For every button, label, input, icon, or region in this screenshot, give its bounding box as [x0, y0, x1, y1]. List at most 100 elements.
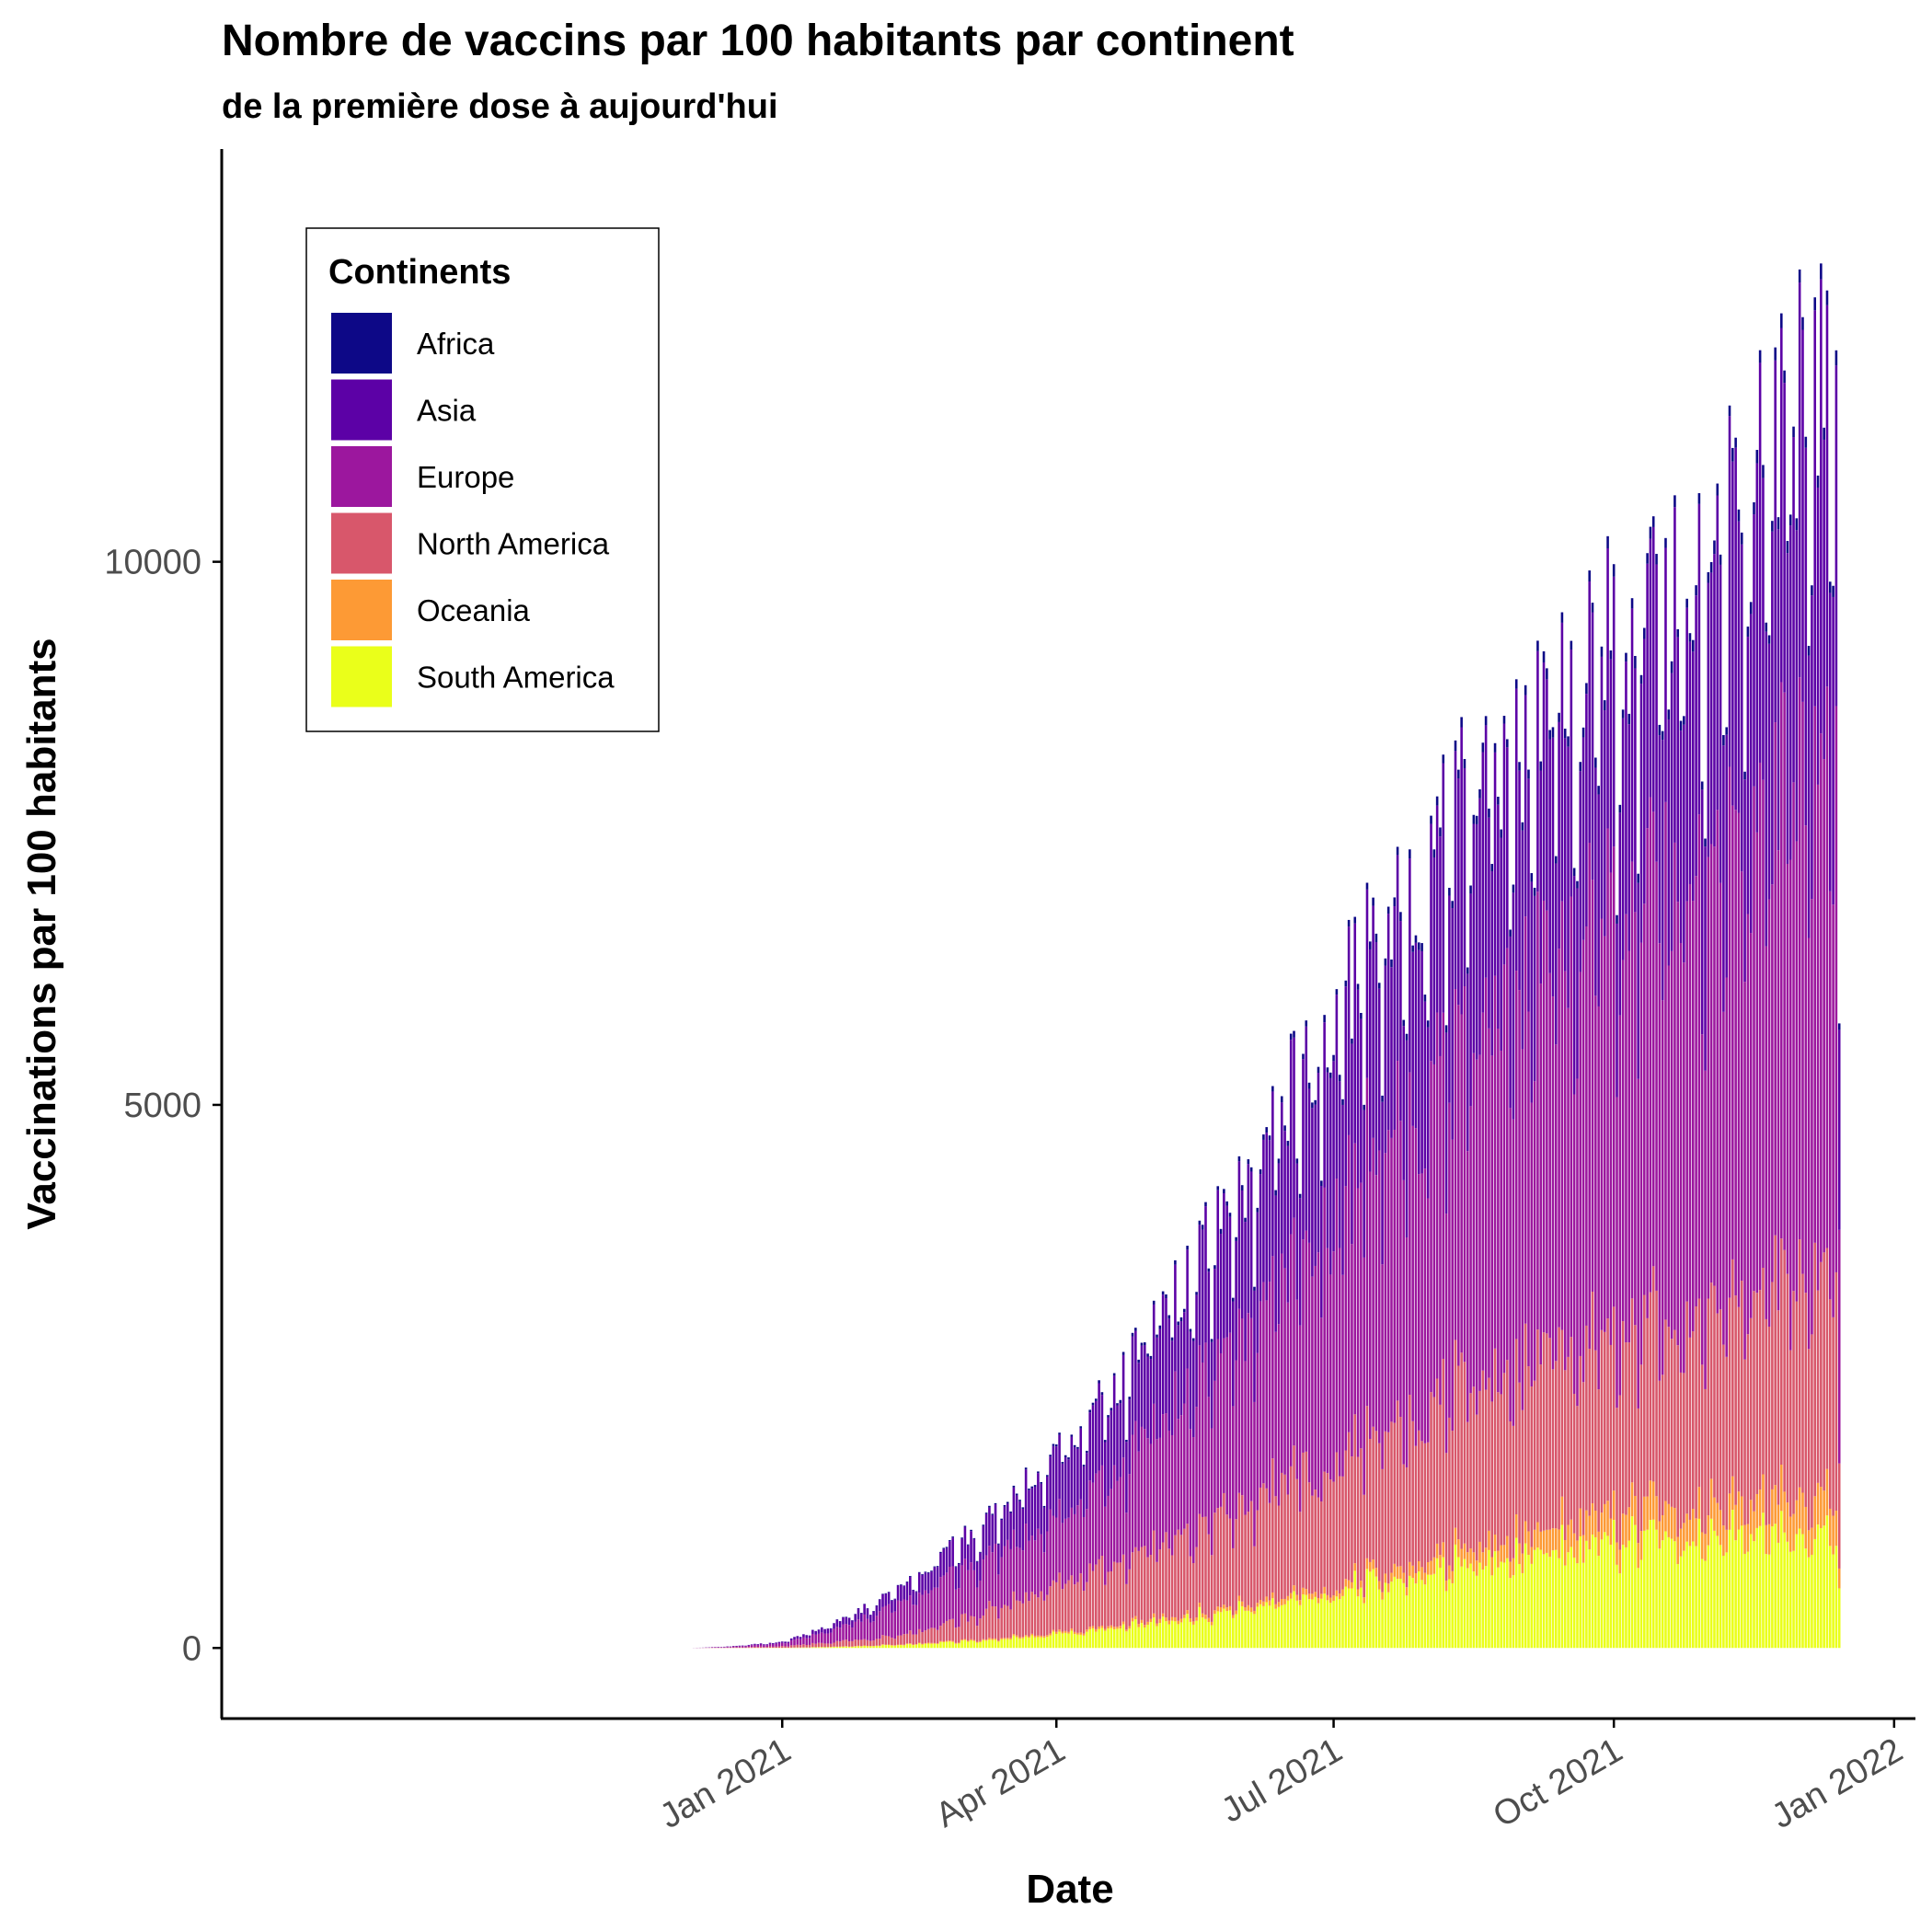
bar-europe [1414, 1128, 1418, 1446]
bar-north-america [891, 1638, 893, 1646]
bar-north-america [863, 1639, 866, 1646]
bar-asia [1524, 695, 1527, 917]
bar-africa [1579, 762, 1582, 772]
bar-north-america [823, 1643, 826, 1648]
bar-north-america [1146, 1557, 1149, 1622]
bar-oceania [1344, 1579, 1348, 1587]
bar-north-america [1353, 1414, 1357, 1564]
bar-asia [1832, 596, 1834, 905]
bar-asia [1749, 614, 1753, 934]
bar-europe [1369, 1171, 1372, 1440]
bar-north-america [930, 1627, 933, 1643]
bar-north-america [1161, 1542, 1165, 1614]
bar-asia [789, 1639, 793, 1641]
bar-asia [972, 1538, 976, 1570]
bar-asia [1762, 477, 1765, 780]
bar-north-america [872, 1640, 875, 1646]
bar-oceania [1393, 1563, 1397, 1577]
bar-europe [860, 1621, 863, 1640]
bar-oceania [1274, 1604, 1277, 1609]
bar-asia [1514, 688, 1518, 972]
bar-north-america [1396, 1400, 1399, 1567]
bar-south-america [1683, 1550, 1685, 1649]
bar-africa [1811, 585, 1813, 596]
bar-oceania [1448, 1565, 1451, 1580]
bar-south-america [926, 1643, 930, 1649]
bar-south-america [1103, 1630, 1107, 1649]
bar-africa [1179, 1317, 1183, 1322]
bar-oceania [1695, 1518, 1697, 1547]
bar-asia [1506, 747, 1509, 949]
bar-europe [960, 1565, 963, 1615]
bar-europe [1049, 1509, 1052, 1587]
bar-south-america [1064, 1632, 1067, 1649]
bar-south-america [1201, 1617, 1204, 1649]
bar-europe [1512, 1119, 1515, 1426]
bar-europe [1372, 1137, 1374, 1427]
bar-asia [1140, 1345, 1144, 1427]
bar-africa [917, 1571, 921, 1573]
bar-europe [1177, 1419, 1179, 1530]
bar-oceania [979, 1640, 982, 1642]
bar-africa [1478, 788, 1481, 799]
bar-europe [811, 1633, 814, 1643]
bar-asia [1006, 1503, 1009, 1540]
bar-north-america [1116, 1562, 1119, 1627]
bar-oceania [1091, 1626, 1095, 1628]
bar-africa [1673, 495, 1676, 508]
bar-africa [1430, 815, 1432, 824]
bar-south-america [972, 1640, 976, 1649]
bar-north-america [1585, 1325, 1588, 1511]
bar-north-america [1409, 1395, 1411, 1562]
bar-europe [1451, 1139, 1454, 1432]
bar-europe [1816, 784, 1820, 1291]
bar-south-america [1728, 1529, 1731, 1649]
bar-africa [1225, 1201, 1228, 1206]
bar-south-america [1435, 1558, 1439, 1649]
bar-asia [1183, 1312, 1186, 1404]
bar-north-america [1737, 1306, 1741, 1492]
bar-europe [1152, 1403, 1156, 1531]
bar-asia [1216, 1190, 1220, 1340]
bar-africa [1052, 1443, 1055, 1446]
bar-asia [1478, 798, 1481, 1055]
bar-north-america [1466, 1421, 1469, 1553]
bar-north-america [1670, 1339, 1673, 1507]
bar-north-america [1801, 1273, 1804, 1493]
bar-oceania [1572, 1533, 1576, 1558]
bar-africa [1323, 1015, 1326, 1023]
bar-europe [887, 1604, 891, 1637]
bar-asia [1420, 950, 1423, 1174]
bar-africa [1788, 514, 1792, 526]
bar-north-america [829, 1643, 833, 1648]
bar-south-america [1351, 1588, 1353, 1649]
bar-asia [1052, 1445, 1055, 1516]
bar-africa [1591, 603, 1594, 613]
bar-asia [872, 1611, 875, 1622]
bar-south-america [1213, 1614, 1216, 1649]
bar-oceania [1082, 1633, 1086, 1636]
bar-south-america [1046, 1637, 1049, 1649]
bar-south-america [1253, 1614, 1256, 1649]
bar-oceania [1548, 1529, 1551, 1558]
bar-asia [1783, 383, 1786, 693]
bar-asia [1204, 1206, 1207, 1343]
bar-oceania [1442, 1542, 1445, 1558]
bar-europe [1502, 964, 1506, 1374]
bar-africa [1198, 1220, 1202, 1225]
bar-south-america [1625, 1547, 1627, 1649]
bar-oceania [1570, 1519, 1573, 1547]
bar-africa [1372, 897, 1374, 906]
bar-north-america [1506, 1360, 1509, 1536]
bar-asia [1228, 1216, 1232, 1333]
bar-europe [1551, 996, 1555, 1370]
bar-south-america [1360, 1587, 1363, 1649]
bar-south-america [1527, 1555, 1530, 1649]
bar-africa [1335, 989, 1339, 995]
bar-europe [814, 1634, 817, 1644]
bar-europe [1137, 1451, 1140, 1551]
bar-africa [1265, 1127, 1269, 1133]
bar-oceania [1015, 1635, 1018, 1638]
bar-north-america [926, 1628, 930, 1643]
bar-oceania [1179, 1618, 1183, 1623]
